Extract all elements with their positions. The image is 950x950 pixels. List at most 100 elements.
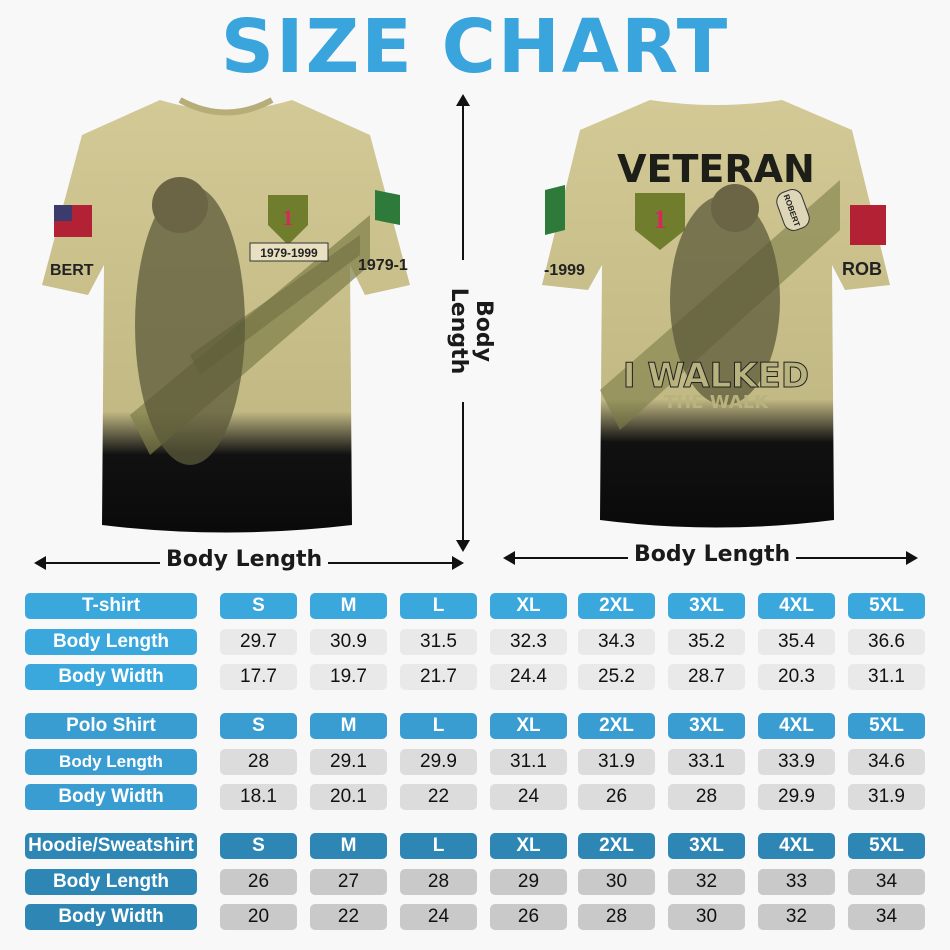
size-header-4xl: 4XL xyxy=(758,593,835,619)
measurement-value: 17.7 xyxy=(220,664,297,690)
arrow-up-icon xyxy=(456,94,470,106)
size-header-l: L xyxy=(400,833,477,859)
measurement-value: 20.1 xyxy=(310,784,387,810)
measurement-value: 35.2 xyxy=(668,628,745,655)
size-header-l: L xyxy=(400,593,477,619)
size-header-s: S xyxy=(220,833,297,859)
size-header-5xl: 5XL xyxy=(848,713,925,739)
back-body-length-label: Body Length xyxy=(628,542,797,567)
row-label-body-width: Body Width xyxy=(25,904,197,930)
product-header: T-shirt xyxy=(25,593,197,619)
measurement-value: 22 xyxy=(400,784,477,810)
measurement-value: 31.1 xyxy=(848,664,925,690)
size-header-s: S xyxy=(220,593,297,619)
arrow-right-icon xyxy=(906,551,918,565)
measurement-value: 28 xyxy=(668,784,745,810)
measurement-value: 29.7 xyxy=(220,628,297,655)
measurement-value: 20 xyxy=(220,904,297,930)
measurement-value: 29.9 xyxy=(400,748,477,775)
measurement-value: 19.7 xyxy=(310,664,387,690)
measurement-value: 29.1 xyxy=(310,748,387,775)
measurement-value: 29 xyxy=(490,868,567,895)
measurement-value: 33.9 xyxy=(758,748,835,775)
measurement-value: 33 xyxy=(758,868,835,895)
product-header: Hoodie/Sweatshirt xyxy=(25,833,197,859)
back-sleeve-right-text: ROB xyxy=(842,259,882,279)
size-header-2xl: 2XL xyxy=(578,833,655,859)
back-headline: VETERAN xyxy=(617,147,815,191)
measurement-value: 30.9 xyxy=(310,628,387,655)
row-label-body-width: Body Width xyxy=(25,664,197,690)
size-header-m: M xyxy=(310,593,387,619)
size-header-4xl: 4XL xyxy=(758,833,835,859)
measurement-value: 20.3 xyxy=(758,664,835,690)
size-header-xl: XL xyxy=(490,833,567,859)
measurement-value: 31.9 xyxy=(578,748,655,775)
front-dates: 1979-1999 xyxy=(260,246,318,260)
arrow-left-icon xyxy=(503,551,515,565)
measurement-value: 24 xyxy=(400,904,477,930)
size-header-m: M xyxy=(310,713,387,739)
size-header-xl: XL xyxy=(490,713,567,739)
size-header-4xl: 4XL xyxy=(758,713,835,739)
measurement-value: 18.1 xyxy=(220,784,297,810)
size-header-3xl: 3XL xyxy=(668,833,745,859)
row-label-body-width: Body Width xyxy=(25,784,197,810)
measurement-value: 24 xyxy=(490,784,567,810)
size-header-m: M xyxy=(310,833,387,859)
measurement-value: 32 xyxy=(758,904,835,930)
patch-number: 1 xyxy=(283,205,294,230)
measurement-value: 28 xyxy=(220,748,297,775)
measurement-value: 28 xyxy=(400,868,477,895)
measurement-value: 21.7 xyxy=(400,664,477,690)
size-header-5xl: 5XL xyxy=(848,833,925,859)
size-header-xl: XL xyxy=(490,593,567,619)
measurement-value: 34.6 xyxy=(848,748,925,775)
size-header-2xl: 2XL xyxy=(578,713,655,739)
measurement-value: 32.3 xyxy=(490,628,567,655)
size-header-2xl: 2XL xyxy=(578,593,655,619)
measurement-value: 34 xyxy=(848,868,925,895)
row-label-body-length: Body Length xyxy=(25,628,197,655)
arrow-down-icon xyxy=(456,540,470,552)
measurement-value: 29.9 xyxy=(758,784,835,810)
size-header-l: L xyxy=(400,713,477,739)
row-label-body-length: Body Length xyxy=(25,868,197,895)
measurement-value: 32 xyxy=(668,868,745,895)
back-sleeve-left-text: -1999 xyxy=(544,262,585,279)
measurement-value: 34 xyxy=(848,904,925,930)
measurement-value: 35.4 xyxy=(758,628,835,655)
front-sleeve-left-text: BERT xyxy=(50,262,94,279)
measurement-value: 26 xyxy=(578,784,655,810)
measurement-value: 30 xyxy=(668,904,745,930)
measurement-value: 30 xyxy=(578,868,655,895)
size-header-s: S xyxy=(220,713,297,739)
front-body-length-label: Body Length xyxy=(160,547,329,572)
measurement-value: 22 xyxy=(310,904,387,930)
measurement-value: 26 xyxy=(490,904,567,930)
size-header-3xl: 3XL xyxy=(668,713,745,739)
measurement-value: 33.1 xyxy=(668,748,745,775)
measurement-value: 28 xyxy=(578,904,655,930)
back-shirt-image: VETERAN 1 ROBERT I WALKED THE WALK ROB -… xyxy=(542,100,890,528)
measurement-value: 31.5 xyxy=(400,628,477,655)
vertical-body-length-label: Body Length xyxy=(446,260,496,402)
back-slogan-2: THE WALK xyxy=(664,392,769,413)
measurement-value: 26 xyxy=(220,868,297,895)
back-patch-number: 1 xyxy=(654,205,667,234)
arrow-left-icon xyxy=(34,556,46,570)
back-slogan-1: I WALKED xyxy=(623,356,809,396)
front-sleeve-right-text: 1979-1 xyxy=(358,257,408,274)
measurement-value: 34.3 xyxy=(578,628,655,655)
measurement-value: 36.6 xyxy=(848,628,925,655)
measurement-value: 31.1 xyxy=(490,748,567,775)
page-title: SIZE CHART xyxy=(220,4,730,90)
measurement-value: 24.4 xyxy=(490,664,567,690)
size-header-3xl: 3XL xyxy=(668,593,745,619)
row-label-body-length: Body Length xyxy=(25,748,197,775)
product-header: Polo Shirt xyxy=(25,713,197,739)
arrow-right-icon xyxy=(452,556,464,570)
measurement-value: 27 xyxy=(310,868,387,895)
front-shirt-image: 1 1979-1999 1979-1 BERT xyxy=(42,97,410,533)
measurement-value: 28.7 xyxy=(668,664,745,690)
